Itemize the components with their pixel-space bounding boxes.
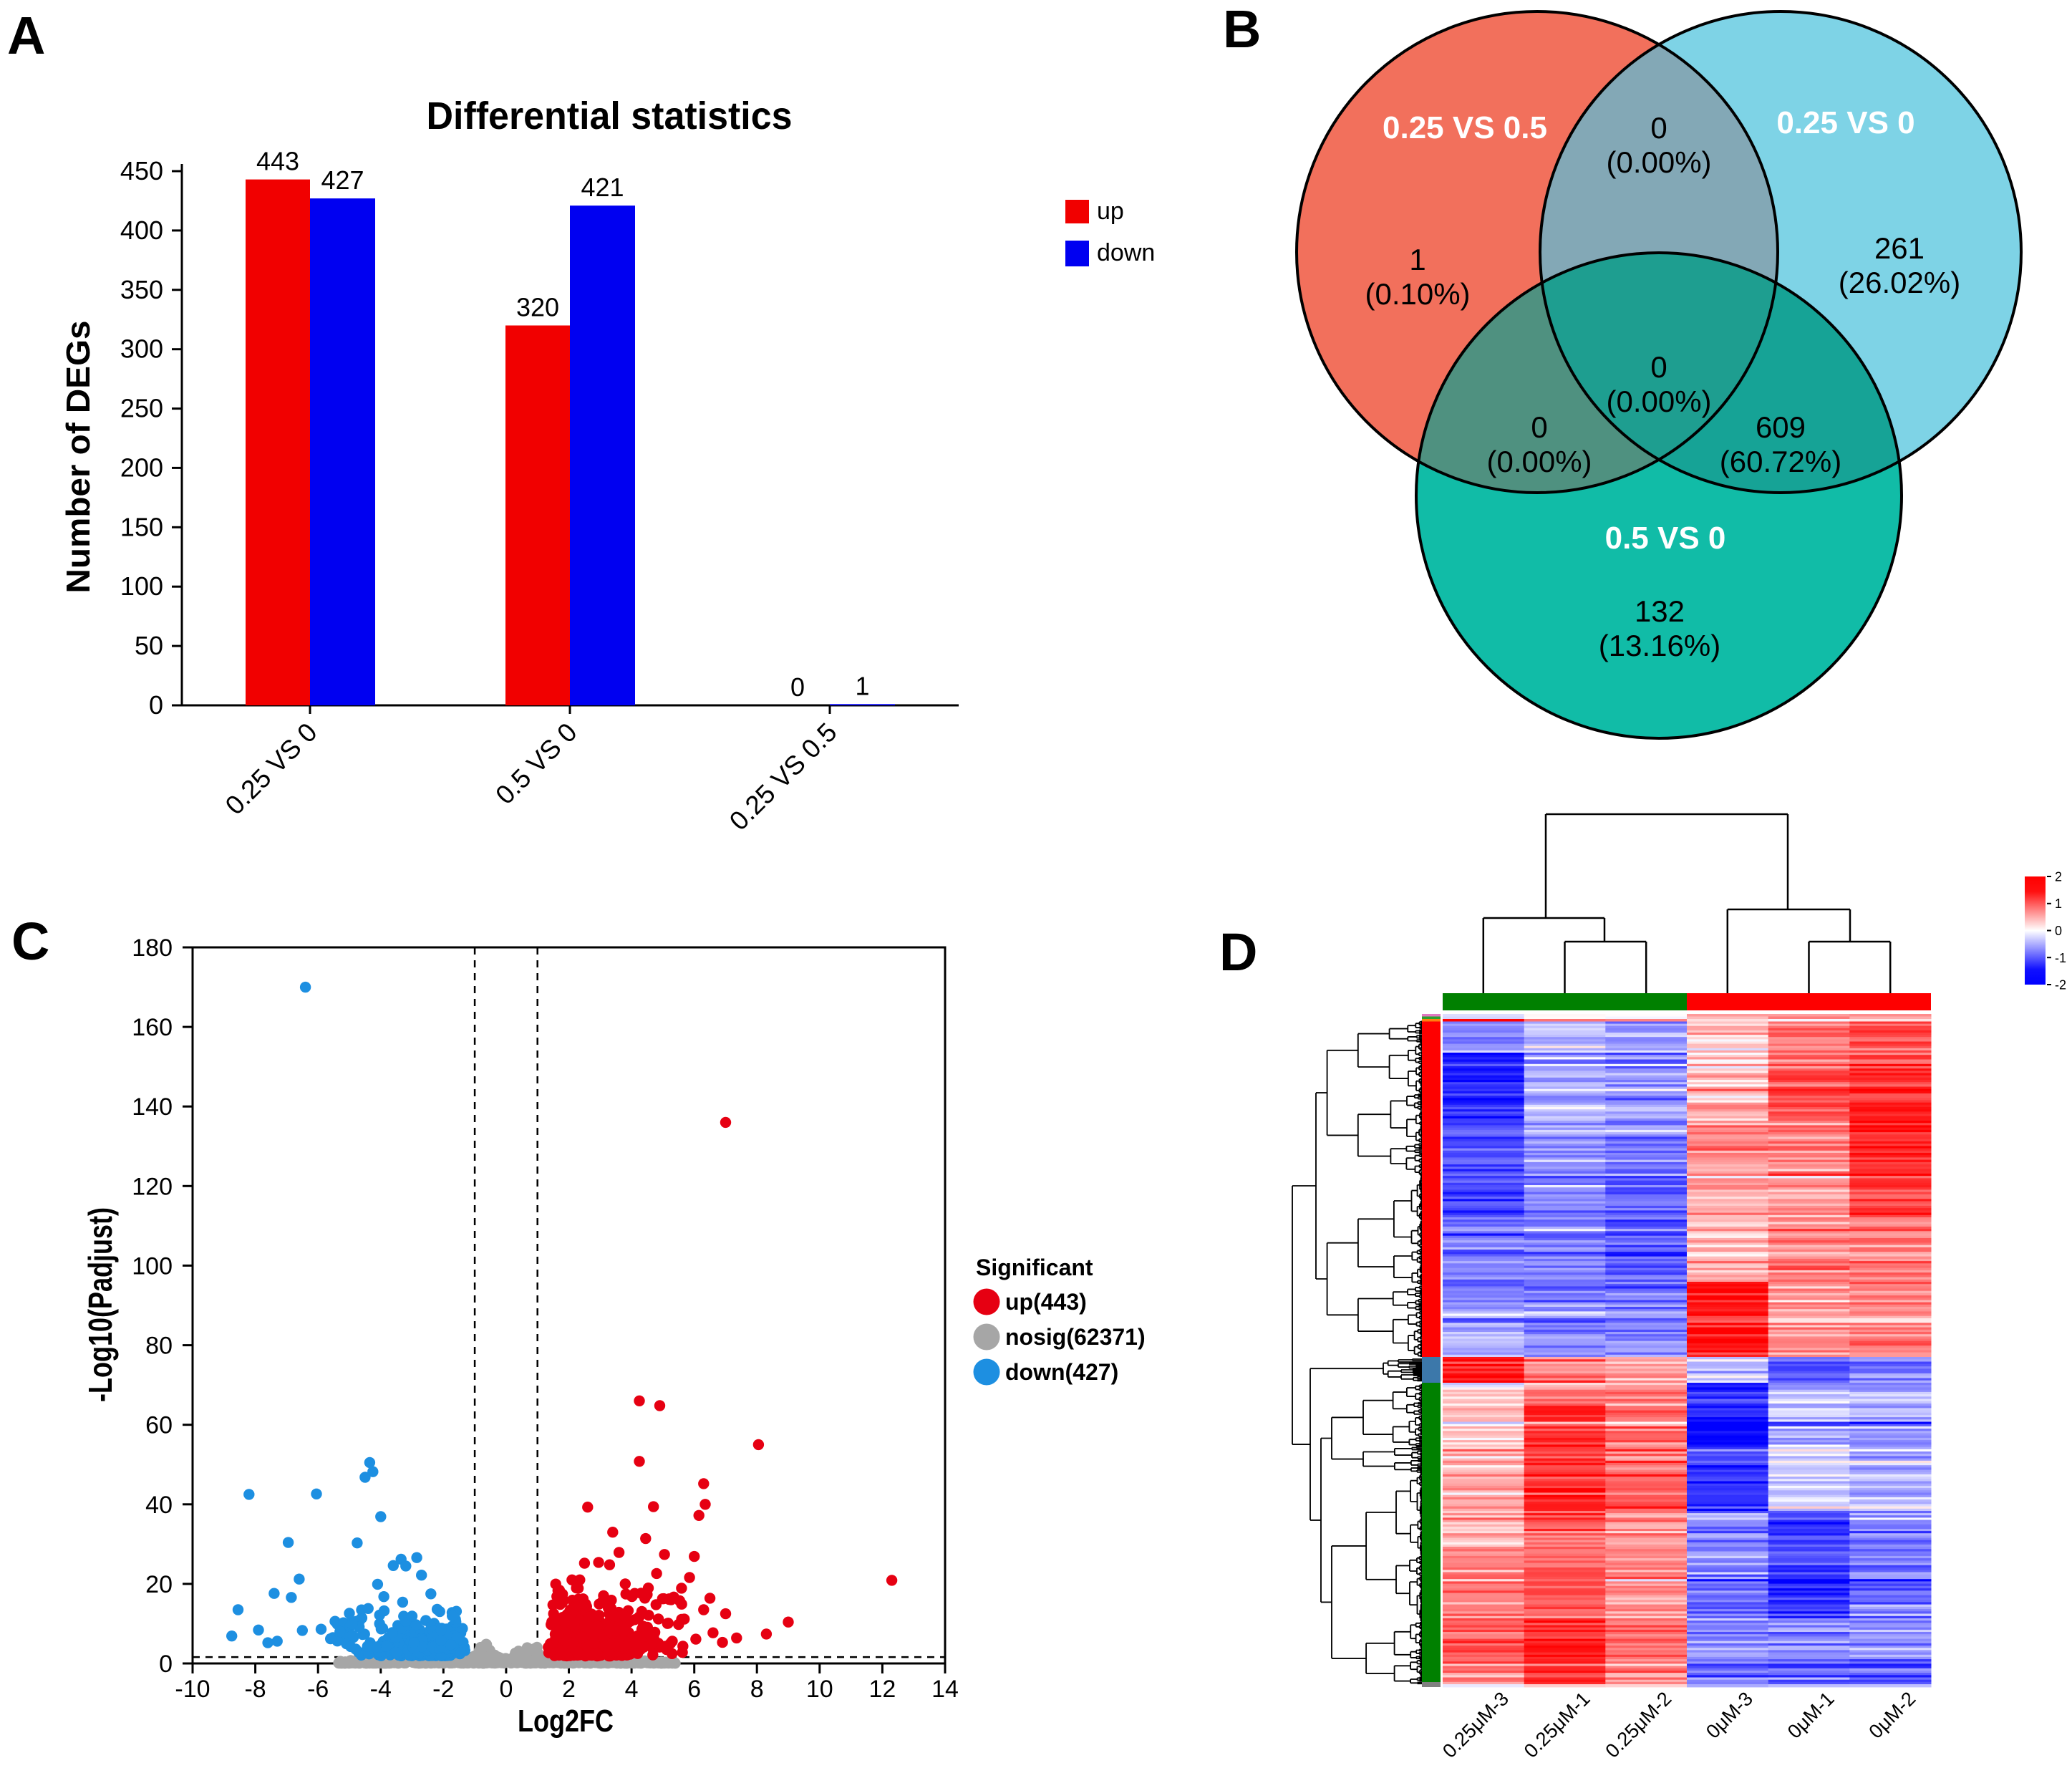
svg-text:14: 14: [931, 1676, 959, 1703]
svg-text:50: 50: [135, 631, 163, 660]
svg-text:D: D: [1219, 922, 1257, 982]
svg-text:0: 0: [790, 672, 805, 702]
svg-text:1: 1: [855, 671, 869, 700]
svg-text:down(427): down(427): [1005, 1359, 1118, 1385]
svg-text:427: 427: [321, 165, 364, 195]
svg-text:443: 443: [256, 147, 299, 176]
svg-text:0.5 VS 0: 0.5 VS 0: [1605, 521, 1726, 556]
svg-text:350: 350: [120, 275, 163, 304]
svg-text:60: 60: [145, 1412, 173, 1439]
svg-text:Log2FC: Log2FC: [518, 1704, 614, 1739]
svg-text:0: 0: [159, 1651, 173, 1678]
svg-text:(60.72%): (60.72%): [1720, 445, 1841, 478]
svg-text:-Log10(Padjust): -Log10(Padjust): [82, 1207, 119, 1402]
svg-text:up: up: [1097, 198, 1124, 225]
svg-text:(26.02%): (26.02%): [1839, 266, 1960, 299]
svg-text:4: 4: [625, 1676, 639, 1703]
svg-text:Number of DEGs: Number of DEGs: [59, 320, 97, 593]
svg-text:A: A: [7, 6, 45, 65]
svg-text:2: 2: [2055, 870, 2062, 884]
svg-text:0: 0: [2055, 924, 2062, 938]
svg-text:(0.10%): (0.10%): [1365, 277, 1470, 311]
svg-text:(0.00%): (0.00%): [1606, 385, 1711, 418]
svg-text:0.25 VS 0.5: 0.25 VS 0.5: [1383, 110, 1547, 145]
svg-text:160: 160: [132, 1014, 173, 1041]
svg-text:12: 12: [868, 1676, 896, 1703]
svg-text:100: 100: [132, 1252, 173, 1280]
svg-text:-8: -8: [244, 1676, 266, 1703]
svg-text:down: down: [1097, 239, 1155, 266]
svg-text:-1: -1: [2055, 951, 2066, 965]
svg-text:450: 450: [120, 156, 163, 185]
svg-text:180: 180: [132, 934, 173, 962]
svg-text:Significant: Significant: [976, 1255, 1093, 1280]
svg-text:0: 0: [149, 690, 163, 720]
svg-text:200: 200: [120, 453, 163, 482]
svg-text:(13.16%): (13.16%): [1599, 629, 1720, 662]
svg-text:0: 0: [1650, 350, 1667, 384]
svg-text:40: 40: [145, 1492, 173, 1519]
svg-text:C: C: [11, 912, 49, 971]
svg-text:421: 421: [581, 173, 624, 202]
svg-text:8: 8: [750, 1676, 764, 1703]
svg-text:0: 0: [1650, 111, 1667, 145]
svg-text:B: B: [1223, 0, 1261, 59]
svg-text:140: 140: [132, 1093, 173, 1121]
svg-text:2: 2: [562, 1676, 576, 1703]
svg-text:up(443): up(443): [1005, 1289, 1087, 1315]
svg-text:320: 320: [516, 293, 559, 322]
svg-text:10: 10: [806, 1676, 833, 1703]
svg-text:132: 132: [1635, 594, 1685, 628]
svg-text:150: 150: [120, 512, 163, 541]
svg-text:261: 261: [1874, 231, 1925, 265]
svg-text:-2: -2: [432, 1676, 454, 1703]
svg-text:0: 0: [499, 1676, 513, 1703]
svg-text:250: 250: [120, 394, 163, 423]
svg-text:nosig(62371): nosig(62371): [1005, 1324, 1146, 1350]
svg-text:6: 6: [687, 1676, 701, 1703]
svg-text:-6: -6: [307, 1676, 329, 1703]
svg-text:80: 80: [145, 1333, 173, 1360]
svg-text:20: 20: [145, 1571, 173, 1598]
svg-text:-4: -4: [370, 1676, 392, 1703]
svg-text:(0.00%): (0.00%): [1606, 145, 1711, 179]
svg-text:(0.00%): (0.00%): [1486, 445, 1592, 478]
svg-text:300: 300: [120, 334, 163, 364]
svg-text:Differential statistics: Differential statistics: [427, 95, 793, 137]
svg-text:0: 0: [1531, 410, 1547, 444]
svg-text:400: 400: [120, 216, 163, 245]
svg-text:1: 1: [2055, 897, 2062, 911]
svg-text:1: 1: [1409, 243, 1425, 276]
svg-text:-10: -10: [175, 1676, 210, 1703]
svg-text:609: 609: [1756, 410, 1806, 444]
svg-text:-2: -2: [2055, 978, 2066, 992]
svg-text:0.25 VS 0: 0.25 VS 0: [1776, 105, 1914, 140]
svg-text:100: 100: [120, 571, 163, 601]
svg-text:120: 120: [132, 1173, 173, 1200]
